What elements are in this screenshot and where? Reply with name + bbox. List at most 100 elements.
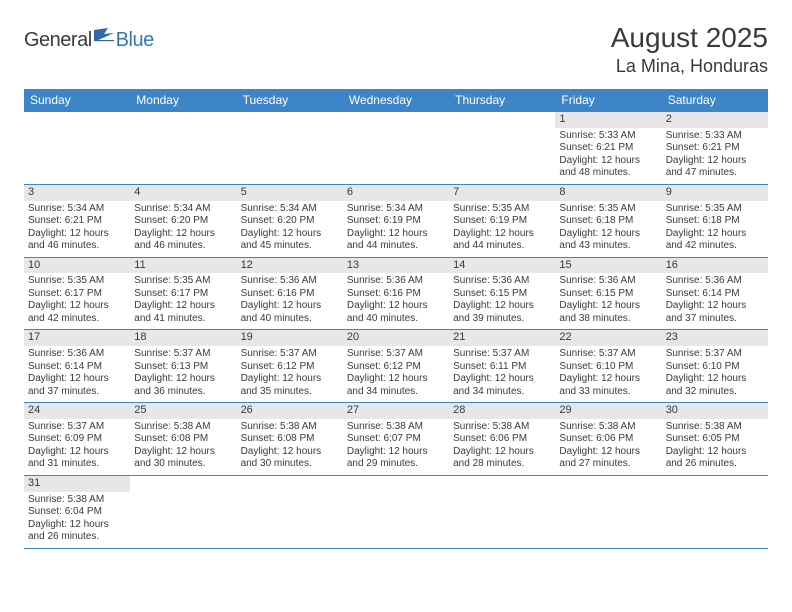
weekday-header: Tuesday xyxy=(237,89,343,112)
daylight-line-1: Daylight: 12 hours xyxy=(559,373,657,386)
daylight-line-1: Daylight: 12 hours xyxy=(28,446,126,459)
sunset-line: Sunset: 6:14 PM xyxy=(666,288,764,301)
sunrise-line: Sunrise: 5:37 AM xyxy=(666,348,764,361)
weekday-header-row: Sunday Monday Tuesday Wednesday Thursday… xyxy=(24,89,768,112)
day-number-cell: 29 xyxy=(555,403,661,419)
sunset-line: Sunset: 6:12 PM xyxy=(347,361,445,374)
daylight-line-1: Daylight: 12 hours xyxy=(134,446,232,459)
sunset-line: Sunset: 6:15 PM xyxy=(559,288,657,301)
day-number-cell xyxy=(130,112,236,128)
daylight-line-2: and 26 minutes. xyxy=(28,531,126,544)
day-content-cell xyxy=(237,492,343,549)
header: General Blue August 2025 La Mina, Hondur… xyxy=(24,22,768,77)
day-content-cell: Sunrise: 5:36 AMSunset: 6:16 PMDaylight:… xyxy=(237,273,343,330)
weekday-header: Thursday xyxy=(449,89,555,112)
day-content-cell: Sunrise: 5:38 AMSunset: 6:05 PMDaylight:… xyxy=(662,419,768,476)
day-number-cell: 4 xyxy=(130,184,236,200)
daylight-line-1: Daylight: 12 hours xyxy=(453,300,551,313)
day-number-cell xyxy=(662,475,768,491)
sunrise-line: Sunrise: 5:38 AM xyxy=(241,421,339,434)
daylight-line-1: Daylight: 12 hours xyxy=(28,300,126,313)
day-number-cell: 26 xyxy=(237,403,343,419)
sunrise-line: Sunrise: 5:37 AM xyxy=(347,348,445,361)
weekday-header: Wednesday xyxy=(343,89,449,112)
daylight-line-1: Daylight: 12 hours xyxy=(453,446,551,459)
day-number-cell: 12 xyxy=(237,257,343,273)
day-number-cell xyxy=(555,475,661,491)
sunrise-line: Sunrise: 5:34 AM xyxy=(241,203,339,216)
day-content-cell: Sunrise: 5:38 AMSunset: 6:07 PMDaylight:… xyxy=(343,419,449,476)
day-content-row: Sunrise: 5:35 AMSunset: 6:17 PMDaylight:… xyxy=(24,273,768,330)
day-content-cell: Sunrise: 5:38 AMSunset: 6:08 PMDaylight:… xyxy=(130,419,236,476)
daylight-line-1: Daylight: 12 hours xyxy=(666,300,764,313)
day-number-cell xyxy=(237,475,343,491)
day-number-cell: 18 xyxy=(130,330,236,346)
sunset-line: Sunset: 6:18 PM xyxy=(666,215,764,228)
sunrise-line: Sunrise: 5:36 AM xyxy=(347,275,445,288)
day-number-cell: 7 xyxy=(449,184,555,200)
day-content-cell: Sunrise: 5:37 AMSunset: 6:09 PMDaylight:… xyxy=(24,419,130,476)
flag-icon xyxy=(94,28,116,47)
day-number-row: 24252627282930 xyxy=(24,403,768,419)
day-content-cell: Sunrise: 5:34 AMSunset: 6:20 PMDaylight:… xyxy=(237,201,343,258)
daylight-line-1: Daylight: 12 hours xyxy=(666,373,764,386)
day-number-cell: 1 xyxy=(555,112,661,128)
day-content-cell: Sunrise: 5:38 AMSunset: 6:06 PMDaylight:… xyxy=(449,419,555,476)
sunset-line: Sunset: 6:20 PM xyxy=(241,215,339,228)
daylight-line-1: Daylight: 12 hours xyxy=(347,300,445,313)
day-number-cell xyxy=(130,475,236,491)
sunrise-line: Sunrise: 5:38 AM xyxy=(28,494,126,507)
day-content-cell xyxy=(449,128,555,185)
sunrise-line: Sunrise: 5:36 AM xyxy=(453,275,551,288)
day-number-cell xyxy=(24,112,130,128)
day-number-cell: 28 xyxy=(449,403,555,419)
sunset-line: Sunset: 6:10 PM xyxy=(666,361,764,374)
daylight-line-1: Daylight: 12 hours xyxy=(347,228,445,241)
day-number-cell: 30 xyxy=(662,403,768,419)
sunrise-line: Sunrise: 5:36 AM xyxy=(28,348,126,361)
sunset-line: Sunset: 6:17 PM xyxy=(134,288,232,301)
daylight-line-2: and 45 minutes. xyxy=(241,240,339,253)
day-content-cell: Sunrise: 5:33 AMSunset: 6:21 PMDaylight:… xyxy=(662,128,768,185)
day-number-row: 10111213141516 xyxy=(24,257,768,273)
daylight-line-2: and 28 minutes. xyxy=(453,458,551,471)
day-content-cell: Sunrise: 5:35 AMSunset: 6:18 PMDaylight:… xyxy=(662,201,768,258)
day-content-cell xyxy=(343,492,449,549)
daylight-line-2: and 27 minutes. xyxy=(559,458,657,471)
day-number-cell: 31 xyxy=(24,475,130,491)
day-content-cell: Sunrise: 5:37 AMSunset: 6:10 PMDaylight:… xyxy=(555,346,661,403)
day-content-cell: Sunrise: 5:38 AMSunset: 6:06 PMDaylight:… xyxy=(555,419,661,476)
sunrise-line: Sunrise: 5:37 AM xyxy=(241,348,339,361)
sunset-line: Sunset: 6:20 PM xyxy=(134,215,232,228)
day-content-cell xyxy=(130,492,236,549)
sunrise-line: Sunrise: 5:38 AM xyxy=(453,421,551,434)
day-number-cell: 16 xyxy=(662,257,768,273)
logo-text-blue: Blue xyxy=(116,29,154,52)
sunrise-line: Sunrise: 5:36 AM xyxy=(241,275,339,288)
sunset-line: Sunset: 6:12 PM xyxy=(241,361,339,374)
daylight-line-2: and 46 minutes. xyxy=(134,240,232,253)
sunrise-line: Sunrise: 5:33 AM xyxy=(666,130,764,143)
sunset-line: Sunset: 6:17 PM xyxy=(28,288,126,301)
day-content-cell xyxy=(237,128,343,185)
sunrise-line: Sunrise: 5:35 AM xyxy=(666,203,764,216)
day-number-cell xyxy=(449,112,555,128)
day-content-cell xyxy=(662,492,768,549)
sunset-line: Sunset: 6:14 PM xyxy=(28,361,126,374)
sunset-line: Sunset: 6:09 PM xyxy=(28,433,126,446)
day-content-cell: Sunrise: 5:34 AMSunset: 6:20 PMDaylight:… xyxy=(130,201,236,258)
sunrise-line: Sunrise: 5:34 AM xyxy=(28,203,126,216)
day-content-row: Sunrise: 5:33 AMSunset: 6:21 PMDaylight:… xyxy=(24,128,768,185)
daylight-line-2: and 44 minutes. xyxy=(347,240,445,253)
logo: General Blue xyxy=(24,28,154,53)
sunset-line: Sunset: 6:16 PM xyxy=(241,288,339,301)
day-number-cell: 5 xyxy=(237,184,343,200)
daylight-line-2: and 41 minutes. xyxy=(134,313,232,326)
weekday-header: Friday xyxy=(555,89,661,112)
sunset-line: Sunset: 6:11 PM xyxy=(453,361,551,374)
sunset-line: Sunset: 6:06 PM xyxy=(453,433,551,446)
daylight-line-1: Daylight: 12 hours xyxy=(347,373,445,386)
sunset-line: Sunset: 6:16 PM xyxy=(347,288,445,301)
daylight-line-1: Daylight: 12 hours xyxy=(453,373,551,386)
day-content-cell: Sunrise: 5:36 AMSunset: 6:15 PMDaylight:… xyxy=(555,273,661,330)
